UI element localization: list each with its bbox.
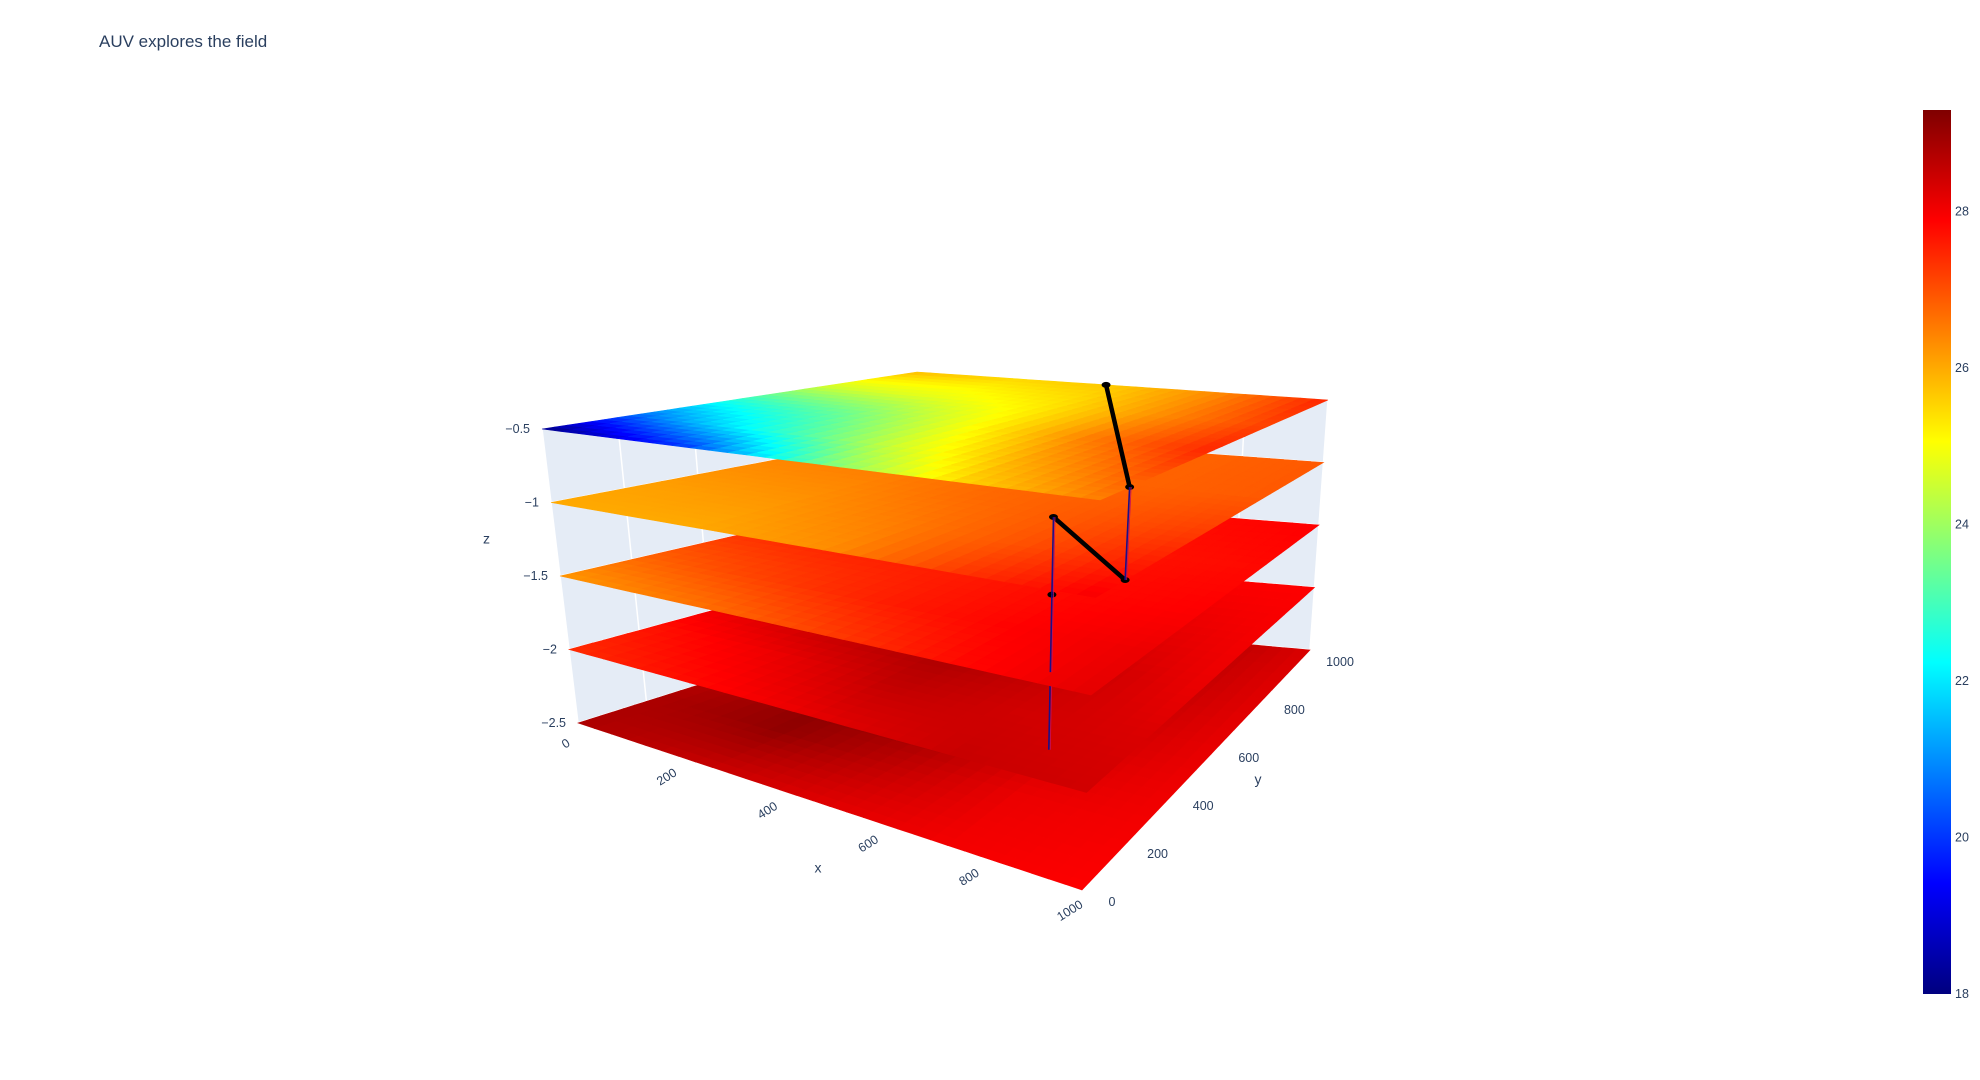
z-tick-label: −1 — [525, 496, 539, 510]
y-tick-label: 400 — [1193, 799, 1214, 813]
y-tick-label: 200 — [1147, 847, 1168, 861]
x-tick-label: 600 — [856, 832, 881, 855]
colorbar-tick-label: 20 — [1955, 831, 1969, 845]
colorbar-tick-label: 24 — [1955, 518, 1969, 532]
x-tick-label: 0 — [559, 736, 572, 752]
x-axis-title: x — [815, 860, 822, 876]
z-tick-label: −2 — [543, 643, 557, 657]
colorbar-tick-label: 26 — [1955, 361, 1969, 375]
y-tick-label: 1000 — [1326, 655, 1354, 669]
colorbar-tick-label: 18 — [1955, 987, 1969, 1001]
colorbar-tick-label: 22 — [1955, 674, 1969, 688]
z-axis-title: z — [483, 530, 490, 546]
x-tick-label: 1000 — [1054, 897, 1085, 924]
chart-title: AUV explores the field — [99, 32, 268, 51]
auv-waypoint — [1101, 381, 1111, 388]
z-tick-label: −0.5 — [505, 422, 530, 436]
z-tick-label: −1.5 — [523, 569, 548, 583]
x-tick-label: 400 — [755, 799, 780, 822]
y-tick-label: 600 — [1238, 751, 1259, 765]
y-tick-label: 0 — [1109, 895, 1116, 909]
colorbar: 18 20 22 24 26 28 — [1923, 110, 1969, 1001]
y-tick-label: 800 — [1284, 703, 1305, 717]
colorbar-tick-label: 28 — [1955, 205, 1969, 219]
x-tick-label: 800 — [957, 866, 982, 889]
y-axis-title: y — [1255, 771, 1262, 787]
colorbar-gradient — [1923, 110, 1951, 994]
z-tick-label: −2.5 — [541, 716, 566, 730]
surface-cell — [1288, 648, 1311, 659]
surface-layers — [541, 371, 1329, 891]
surface-cell — [1292, 586, 1316, 595]
x-tick-label: 200 — [654, 766, 679, 789]
